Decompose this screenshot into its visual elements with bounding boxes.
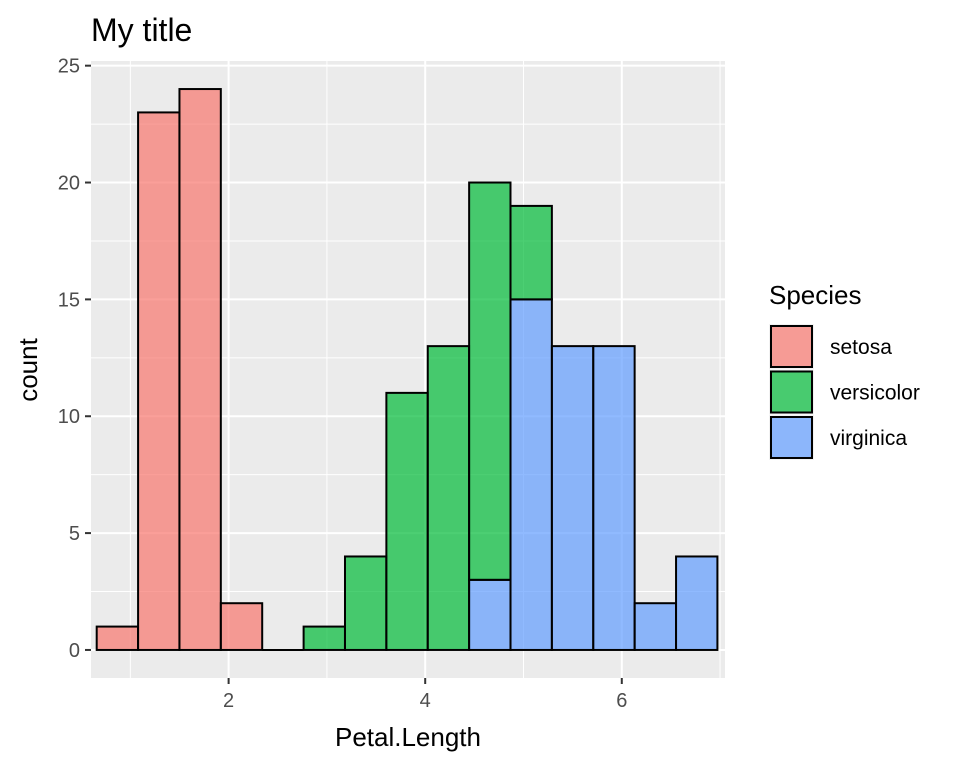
bar-virginica — [550, 345, 595, 651]
y-tick-label: 15 — [58, 289, 80, 311]
x-tick-label: 6 — [616, 690, 627, 712]
bar-setosa — [178, 88, 222, 651]
legend-key-virginica — [770, 416, 813, 459]
x-axis: 2 4 6 — [223, 678, 627, 712]
chart-title: My title — [91, 12, 192, 48]
bars — [95, 88, 719, 651]
bar-setosa — [219, 602, 264, 651]
x-tick-label: 2 — [223, 690, 234, 712]
y-axis-title: count — [13, 337, 43, 401]
bar-virginica — [468, 578, 512, 651]
x-tick-label: 4 — [420, 690, 431, 712]
bar-versicolor — [426, 345, 471, 651]
y-tick-label: 10 — [58, 406, 80, 428]
bar-setosa — [95, 625, 140, 651]
bar-virginica — [592, 345, 636, 651]
legend-key-setosa — [770, 325, 813, 368]
y-tick-label: 0 — [69, 640, 80, 662]
legend-title: Species — [769, 280, 862, 310]
bar-versicolor — [509, 204, 553, 301]
legend: Species setosa versicolor virginica — [769, 280, 920, 460]
y-axis: 0 5 10 15 20 25 — [58, 56, 91, 662]
legend-label-setosa: setosa — [830, 336, 892, 359]
y-tick-label: 25 — [58, 56, 80, 78]
bar-versicolor — [343, 555, 388, 651]
x-axis-title: Petal.Length — [335, 722, 481, 752]
legend-key-versicolor — [770, 370, 813, 414]
bar-versicolor — [302, 625, 346, 651]
bar-virginica — [633, 602, 678, 651]
legend-label-versicolor: versicolor — [830, 382, 920, 405]
y-tick-label: 5 — [69, 523, 80, 545]
bar-virginica — [509, 298, 553, 651]
legend-label-virginica: virginica — [830, 427, 907, 450]
bar-virginica — [675, 555, 719, 651]
y-tick-label: 20 — [58, 173, 80, 195]
bar-versicolor — [385, 391, 429, 651]
bar-versicolor — [468, 181, 512, 581]
bar-setosa — [137, 111, 181, 651]
